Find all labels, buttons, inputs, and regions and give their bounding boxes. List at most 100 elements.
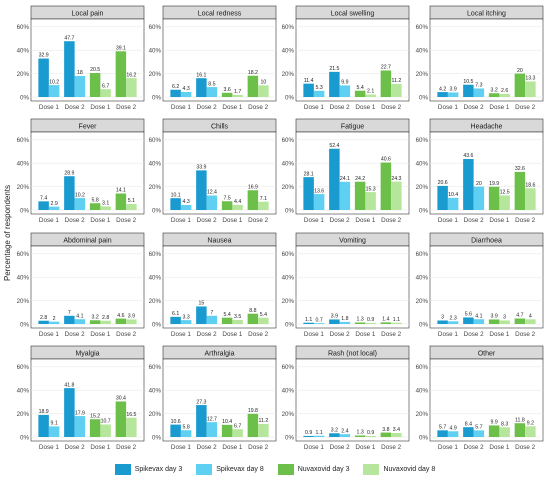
bar bbox=[339, 181, 351, 210]
data-label: 41.8 bbox=[64, 382, 74, 388]
panel-plot-area bbox=[30, 245, 145, 329]
x-tick-label: Dose 1 bbox=[171, 331, 191, 338]
bar bbox=[339, 85, 351, 97]
x-tick-label: Dose 1 bbox=[355, 217, 375, 224]
legend-swatch bbox=[196, 463, 213, 475]
x-tick-label: Dose 2 bbox=[381, 104, 401, 111]
data-label: 13.6 bbox=[314, 188, 324, 194]
bar bbox=[473, 319, 485, 324]
legend-swatch bbox=[277, 463, 294, 475]
y-tick-label: 40% bbox=[17, 388, 30, 395]
bar bbox=[525, 81, 536, 97]
y-tick-label: 0% bbox=[419, 434, 428, 441]
bar bbox=[463, 84, 474, 97]
data-label: 5.1 bbox=[128, 198, 135, 204]
y-tick-label: 40% bbox=[282, 48, 295, 55]
bar bbox=[391, 433, 402, 437]
bar bbox=[258, 423, 269, 437]
x-tick-label: Dose 2 bbox=[116, 104, 136, 111]
data-label: 5.4 bbox=[224, 312, 231, 318]
data-label: 15.3 bbox=[366, 186, 376, 192]
bar bbox=[313, 90, 325, 97]
bar bbox=[232, 95, 243, 97]
bar bbox=[64, 41, 75, 97]
data-label: 6.7 bbox=[102, 83, 109, 89]
data-label: 10.7 bbox=[101, 419, 111, 425]
bar bbox=[170, 424, 181, 437]
legend-item: Nuvaxovid day 8 bbox=[363, 463, 435, 475]
bar bbox=[499, 195, 510, 210]
bar bbox=[196, 78, 207, 97]
data-label: 19.8 bbox=[248, 408, 258, 414]
data-label: 12.5 bbox=[500, 190, 510, 196]
x-tick-label: Dose 1 bbox=[39, 444, 59, 451]
bar bbox=[380, 162, 392, 210]
y-tick-label: 20% bbox=[282, 184, 295, 191]
data-label: 5.6 bbox=[465, 312, 472, 318]
panel-title: Abdominal pain bbox=[63, 238, 111, 245]
data-label: 16.9 bbox=[248, 184, 258, 190]
bar bbox=[100, 206, 111, 210]
data-label: 0.9 bbox=[367, 317, 374, 323]
y-tick-label: 40% bbox=[17, 48, 30, 55]
bar bbox=[365, 322, 376, 324]
y-tick-label: 0% bbox=[419, 321, 428, 328]
data-label: 10.1 bbox=[171, 192, 181, 198]
bar bbox=[180, 320, 192, 324]
bar bbox=[100, 424, 111, 437]
bar bbox=[247, 75, 259, 97]
data-label: 39.1 bbox=[116, 45, 126, 51]
bar bbox=[354, 181, 366, 210]
x-tick-label: Dose 1 bbox=[222, 444, 242, 451]
panel-title: Myalgia bbox=[75, 351, 99, 358]
y-tick-label: 60% bbox=[17, 24, 30, 31]
panel-title: Headache bbox=[471, 124, 503, 131]
data-label: 1.1 bbox=[393, 317, 400, 323]
bar bbox=[126, 319, 137, 324]
bar bbox=[38, 414, 49, 437]
data-label: 2.6 bbox=[501, 88, 508, 94]
y-tick-label: 0% bbox=[419, 94, 428, 101]
y-tick-label: 0% bbox=[285, 94, 294, 101]
bar bbox=[38, 201, 49, 210]
data-label: 1.4 bbox=[382, 317, 389, 323]
bar bbox=[463, 427, 474, 437]
data-label: 2.8 bbox=[102, 315, 109, 321]
data-label: 6.1 bbox=[172, 311, 179, 317]
y-tick-label: 60% bbox=[17, 364, 30, 371]
x-tick-label: Dose 1 bbox=[489, 331, 509, 338]
bar bbox=[447, 431, 459, 437]
y-tick-label: 20% bbox=[416, 411, 429, 418]
x-tick-label: Dose 1 bbox=[90, 444, 110, 451]
bar bbox=[38, 58, 49, 97]
bar bbox=[329, 148, 340, 210]
data-label: 21.5 bbox=[329, 66, 339, 72]
data-label: 18.9 bbox=[39, 409, 49, 415]
x-tick-label: Dose 1 bbox=[39, 104, 59, 111]
bar bbox=[313, 435, 325, 437]
data-label: 14.1 bbox=[116, 188, 126, 194]
y-tick-label: 0% bbox=[285, 207, 294, 214]
bar bbox=[329, 433, 340, 437]
bar bbox=[499, 427, 510, 437]
y-tick-label: 20% bbox=[149, 184, 162, 191]
bar bbox=[514, 73, 526, 97]
bar bbox=[354, 90, 366, 97]
data-label: 10.2 bbox=[49, 79, 59, 85]
bar bbox=[488, 186, 500, 210]
data-label: 10.2 bbox=[75, 192, 85, 198]
bar bbox=[365, 94, 376, 97]
bar bbox=[221, 201, 233, 210]
x-tick-label: Dose 1 bbox=[222, 331, 242, 338]
bar bbox=[170, 89, 181, 97]
data-label: 20.6 bbox=[438, 180, 448, 186]
data-label: 13.3 bbox=[525, 76, 535, 82]
y-tick-label: 20% bbox=[149, 411, 162, 418]
bar bbox=[180, 91, 192, 97]
bar bbox=[74, 75, 86, 97]
legend-label: Spikevax day 8 bbox=[216, 465, 264, 473]
data-label: 3 bbox=[503, 315, 506, 321]
bar bbox=[247, 413, 259, 437]
data-label: 3.4 bbox=[393, 427, 400, 433]
data-label: 8.5 bbox=[208, 81, 215, 87]
